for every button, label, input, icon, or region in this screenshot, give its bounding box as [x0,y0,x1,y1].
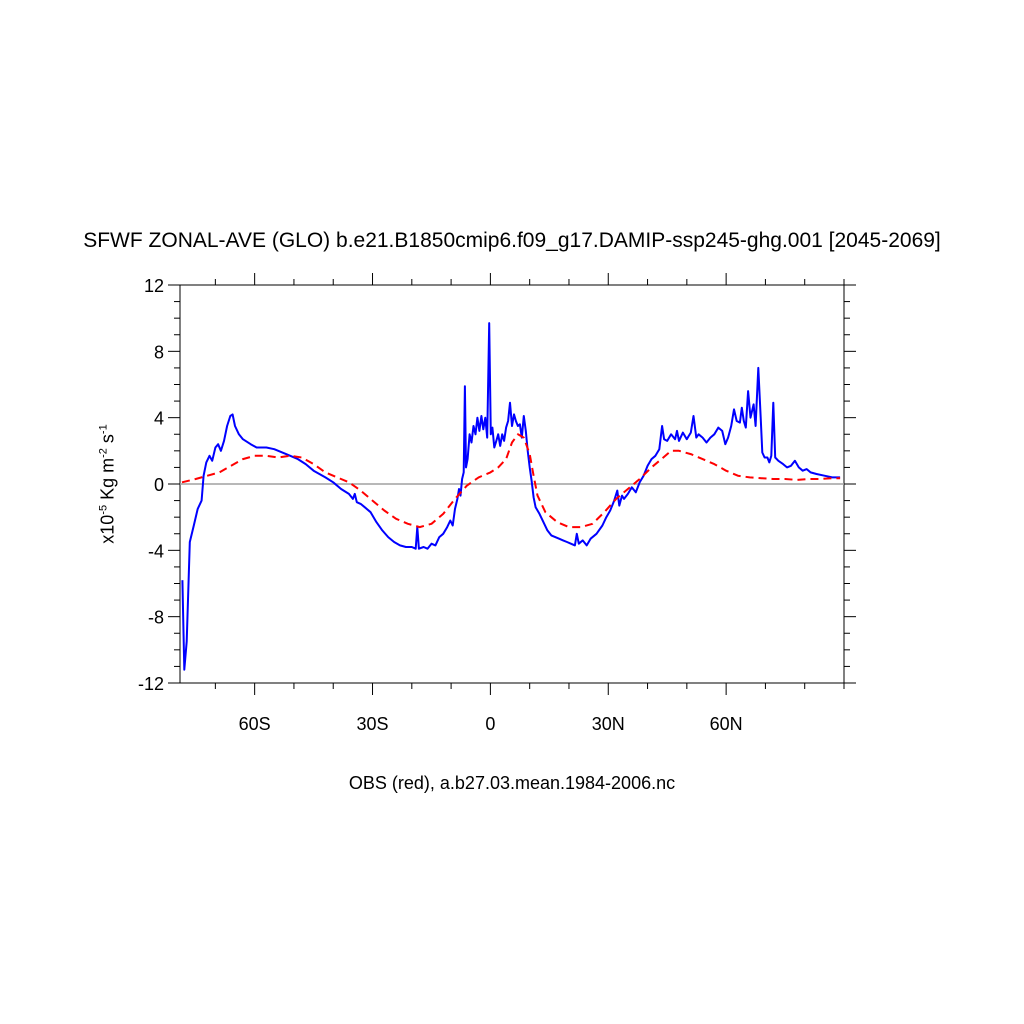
x-tick-label: 0 [485,714,495,734]
chart-title: SFWF ZONAL-AVE (GLO) b.e21.B1850cmip6.f0… [83,229,941,252]
series-line-model-blue [181,322,841,671]
y-tick-label: -8 [148,608,164,628]
y-tick-label: -4 [148,541,164,561]
chart-subtitle: OBS (red), a.b27.03.mean.1984-2006.nc [348,773,676,793]
y-tick-label: -12 [138,674,164,694]
y-axis-label: x10-5 Kg m-2 s-1 [97,424,118,544]
y-tick-label: 12 [144,276,164,296]
x-tick-label: 30S [357,714,389,734]
y-tick-label: 8 [154,342,164,362]
y-tick-label: 4 [154,409,164,429]
x-tick-label: 60N [710,714,743,734]
y-tick-label: 0 [154,475,164,495]
axis-ticks [168,273,856,695]
series-layer [181,322,841,671]
tick-labels: -12 -8 -4 0 4 8 12 60S 30S 0 30N 60N [138,276,743,734]
x-tick-label: 30N [592,714,625,734]
series-line-obs-red [181,433,841,529]
x-tick-label: 60S [239,714,271,734]
